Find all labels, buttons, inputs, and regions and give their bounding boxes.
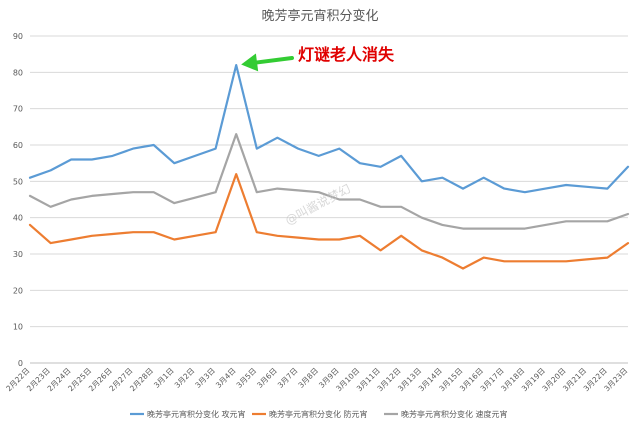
x-tick-label: 3月3日 [193,366,217,390]
y-tick-label: 50 [13,177,23,186]
legend-label: 晚芳亭元宵积分变化 速度元宵 [401,409,508,419]
y-tick-label: 40 [13,214,23,223]
annotation-arrow [255,56,294,65]
y-tick-label: 70 [13,105,23,114]
x-tick-label: 3月2日 [173,366,197,390]
series-line [28,63,630,194]
series-line [28,173,630,270]
annotation-text: 灯谜老人消失 [298,45,395,64]
x-tick-label: 3月7日 [276,366,300,390]
watermark: @叫酱说梦幻 [282,181,353,228]
y-axis-ticks: 0 10 20 30 40 50 60 70 80 90 [13,32,23,368]
y-tick-label: 30 [13,250,23,259]
series-lines [28,63,630,270]
y-tick-label: 90 [13,32,23,41]
annotation-arrow-head [241,53,259,72]
gridlines [30,35,628,364]
legend-label: 晚芳亭元宵积分变化 防元宵 [269,409,368,419]
y-tick-label: 20 [13,286,23,295]
x-tick-label: 3月5日 [235,366,259,390]
y-tick-label: 60 [13,141,23,150]
legend-label: 晚芳亭元宵积分变化 攻元宵 [147,409,246,419]
x-tick-label: 3月1日 [152,366,176,390]
y-tick-label: 10 [13,323,23,332]
legend: 晚芳亭元宵积分变化 攻元宵 晚芳亭元宵积分变化 防元宵 晚芳亭元宵积分变化 速度元宵 [130,409,508,419]
y-tick-label: 0 [18,359,23,368]
chart-title: 晚芳亭元宵积分变化 [261,8,378,24]
x-tick-label: 3月4日 [214,366,238,390]
y-tick-label: 80 [13,68,23,77]
series-line [28,133,630,230]
annotation: 灯谜老人消失 [241,45,395,72]
x-tick-label: 3月8日 [296,366,320,390]
x-tick-label: 3月6日 [255,366,279,390]
x-axis-ticks: 2月22日2月23日2月24日2月25日2月26日2月27日2月28日3月1日3… [4,366,629,393]
